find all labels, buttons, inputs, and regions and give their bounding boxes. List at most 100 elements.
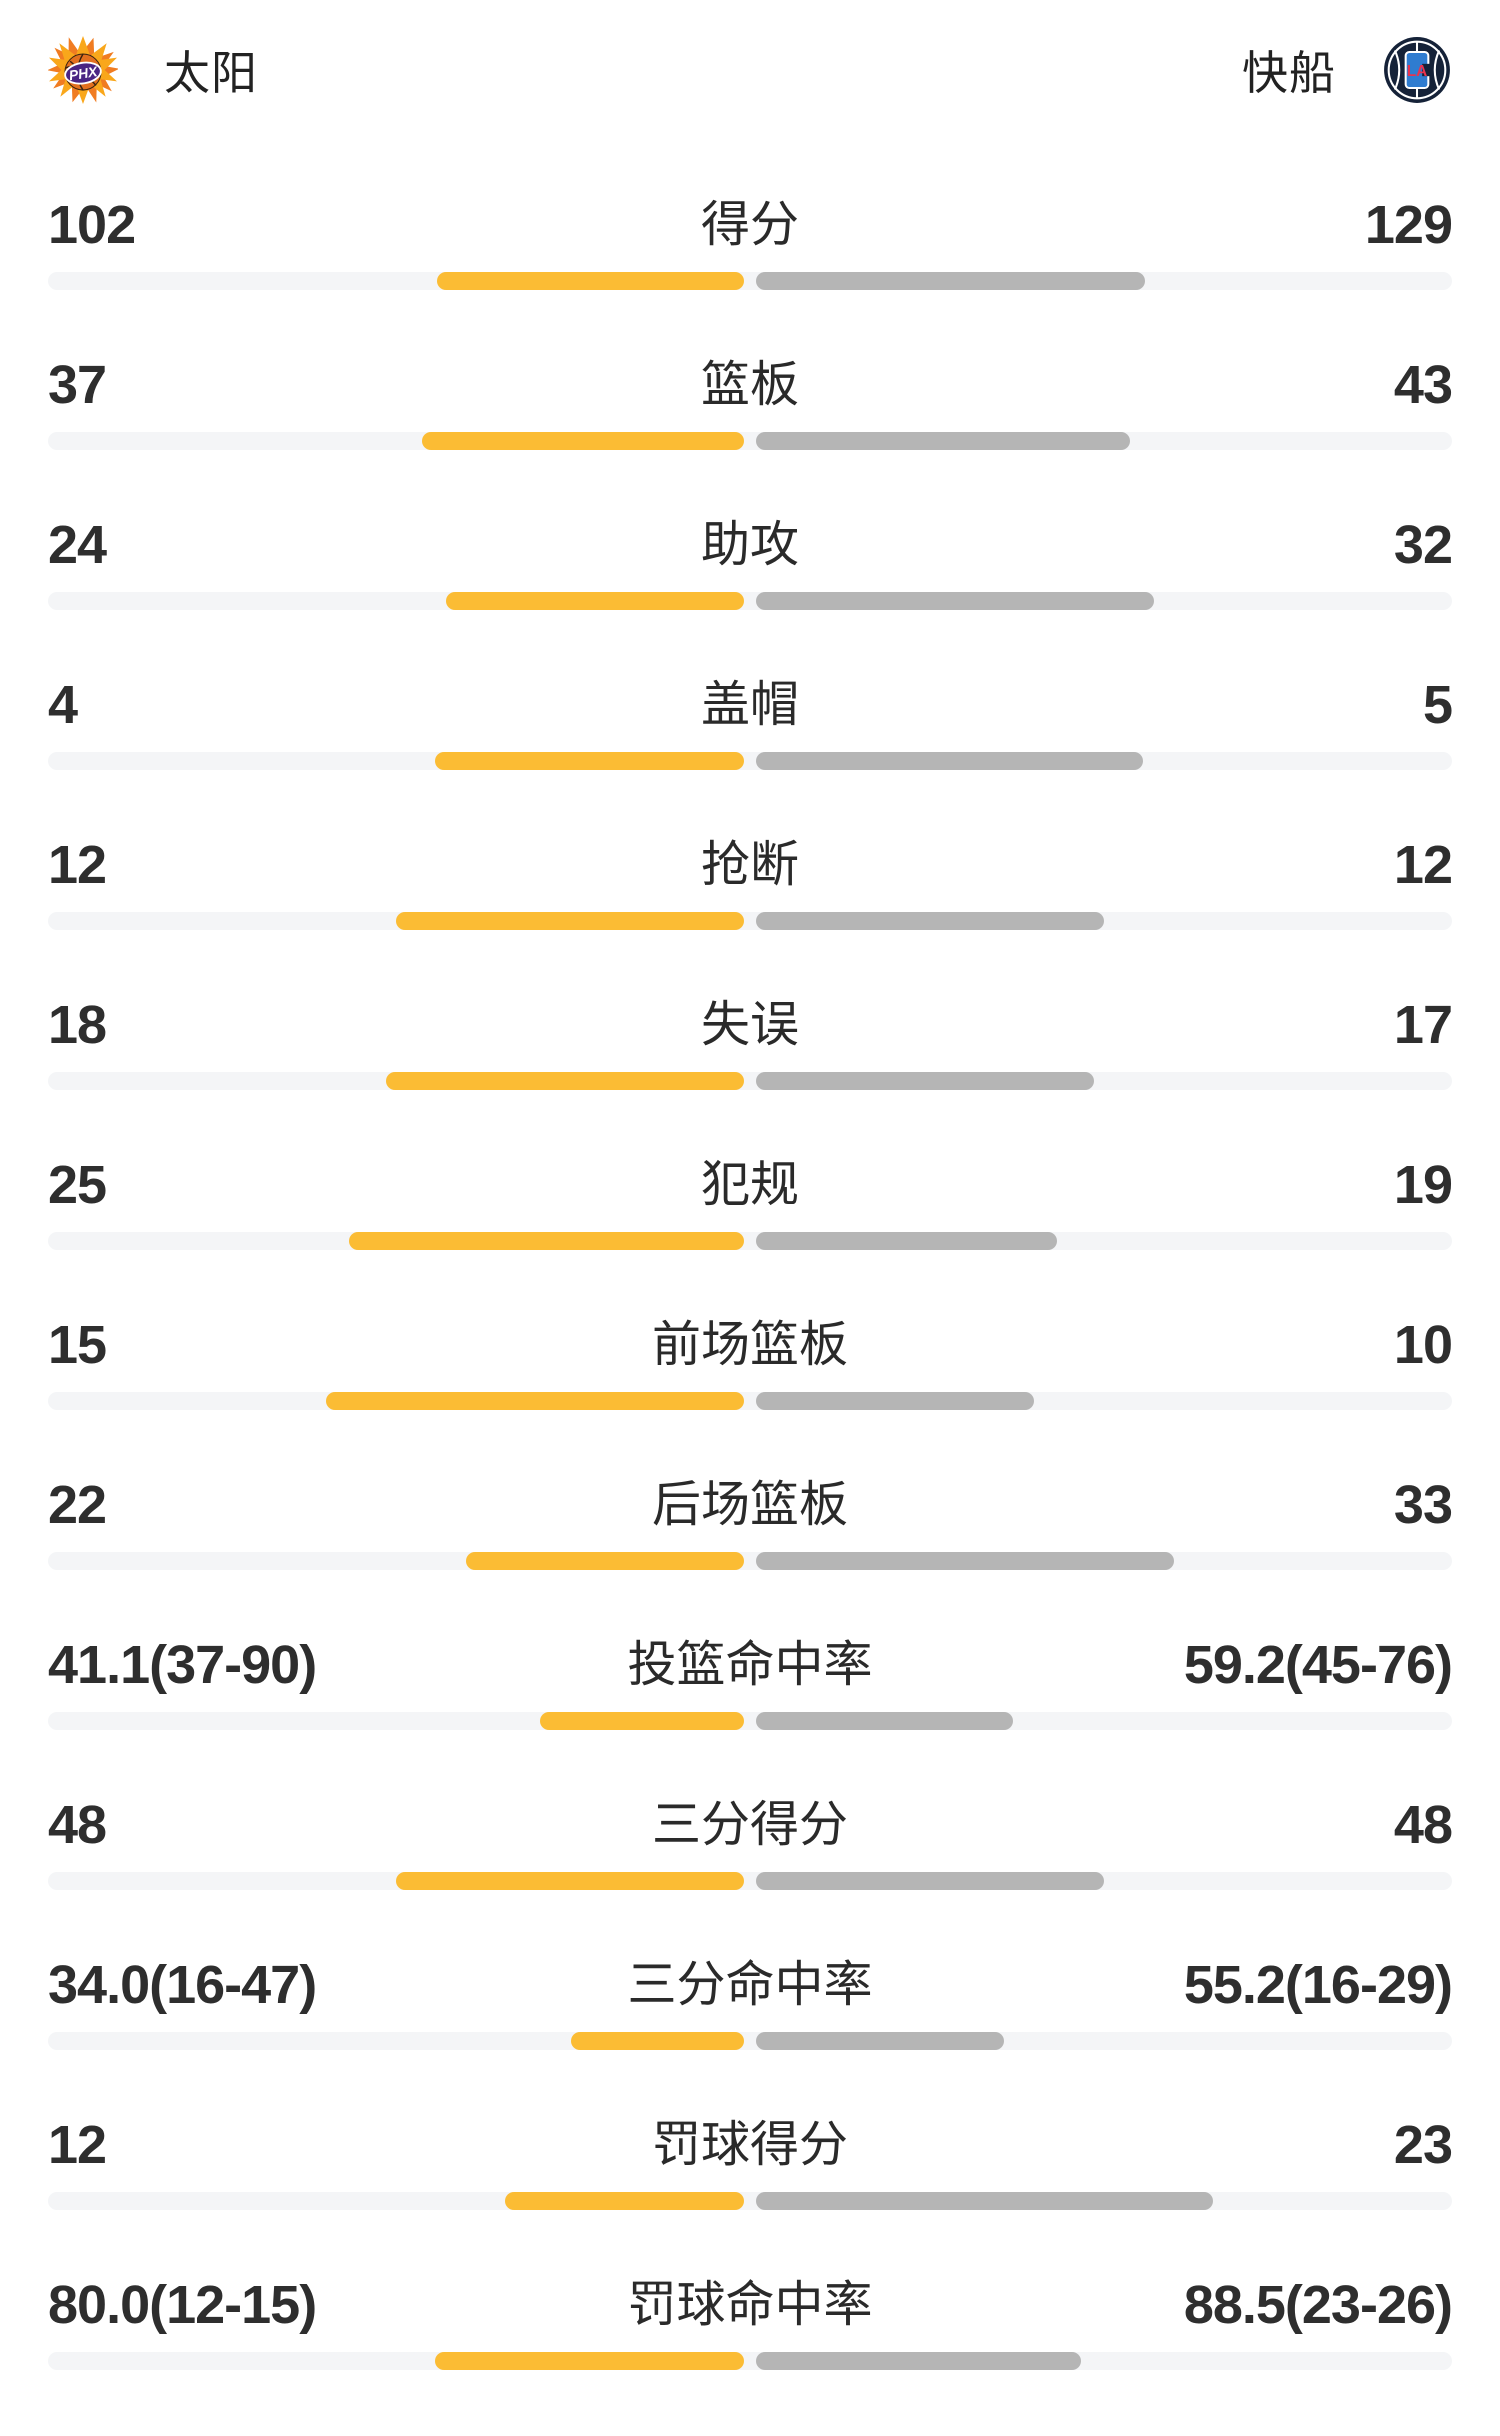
stat-bar-left <box>571 2032 744 2050</box>
stat-label: 罚球得分 <box>651 2117 849 2172</box>
stat-value-left: 15 <box>48 1315 107 1375</box>
stat-row: 4 盖帽 5 <box>48 675 1453 836</box>
stat-bar-track <box>48 1552 1452 1570</box>
stat-label: 三分得分 <box>651 1797 849 1852</box>
stat-row: 18 失误 17 <box>48 995 1453 1156</box>
stat-value-left: 18 <box>48 995 107 1055</box>
stat-bar-left <box>446 592 744 610</box>
stat-bar-left <box>435 2352 744 2370</box>
stat-bar-right <box>756 2192 1213 2210</box>
stat-value-left: 41.1(37-90) <box>48 1635 317 1695</box>
stats-list: 102 得分 129 37 篮板 43 24 助攻 <box>0 196 1500 2436</box>
stat-value-right: 17 <box>1393 995 1453 1055</box>
stat-bar-right <box>756 1712 1013 1730</box>
stat-row: 37 篮板 43 <box>48 356 1453 516</box>
stat-bar-track <box>48 1392 1452 1410</box>
stat-value-right: 48 <box>1393 1795 1453 1855</box>
stat-value-left: 12 <box>48 2115 107 2175</box>
stat-label: 罚球命中率 <box>627 2277 873 2332</box>
stat-values-line: 12 抢断 12 <box>48 835 1453 895</box>
stat-bar-right <box>756 1232 1057 1250</box>
stat-bar-left <box>396 1872 744 1890</box>
stat-bar-right <box>756 272 1145 290</box>
stat-bar-right <box>756 912 1104 930</box>
stat-values-line: 18 失误 17 <box>48 995 1453 1055</box>
stat-row: 22 后场篮板 33 <box>48 1475 1453 1636</box>
stat-value-right: 5 <box>1422 675 1453 735</box>
stat-row: 15 前场篮板 10 <box>48 1315 1453 1476</box>
team-left[interactable]: PHX 太阳 <box>48 35 258 105</box>
stat-row: 48 三分得分 48 <box>48 1795 1453 1956</box>
stat-row: 34.0(16-47) 三分命中率 55.2(16-29) <box>48 1956 1453 2116</box>
stat-bar-left <box>349 1232 744 1250</box>
stat-value-right: 19 <box>1393 1155 1453 1215</box>
stat-row: 80.0(12-15) 罚球命中率 88.5(23-26) <box>48 2275 1453 2436</box>
stat-bar-right <box>756 2352 1081 2370</box>
stat-value-left: 24 <box>48 515 107 575</box>
stat-bar-right <box>756 752 1143 770</box>
stat-bar-track <box>48 912 1452 930</box>
stat-bar-left <box>422 432 744 450</box>
stat-value-left: 80.0(12-15) <box>48 2275 317 2335</box>
stat-value-right: 32 <box>1393 515 1453 575</box>
stat-bar-track <box>48 1872 1452 1890</box>
team-right-name: 快船 <box>1242 47 1336 99</box>
team-right[interactable]: 快船 LA <box>1242 35 1452 105</box>
stat-values-line: 80.0(12-15) 罚球命中率 88.5(23-26) <box>48 2275 1453 2335</box>
stat-values-line: 4 盖帽 5 <box>48 675 1453 735</box>
stat-value-right: 33 <box>1393 1475 1453 1535</box>
team-left-name: 太阳 <box>164 47 258 99</box>
stat-row: 12 罚球得分 23 <box>48 2115 1453 2276</box>
stat-label: 投篮命中率 <box>627 1637 873 1692</box>
stat-label: 后场篮板 <box>651 1477 849 1532</box>
stat-bar-right <box>756 1392 1034 1410</box>
stat-value-left: 25 <box>48 1155 107 1215</box>
stat-value-right: 129 <box>1364 195 1453 255</box>
stat-value-right: 88.5(23-26) <box>1183 2275 1453 2335</box>
stat-label: 抢断 <box>700 837 800 892</box>
stat-values-line: 102 得分 129 <box>48 195 1453 255</box>
stat-bar-track <box>48 2032 1452 2050</box>
stat-bar-track <box>48 432 1452 450</box>
stat-label: 得分 <box>700 197 800 252</box>
stat-values-line: 34.0(16-47) 三分命中率 55.2(16-29) <box>48 1956 1453 2014</box>
stat-value-left: 4 <box>48 675 78 735</box>
stat-values-line: 24 助攻 32 <box>48 515 1453 575</box>
stat-bar-track <box>48 752 1452 770</box>
stat-bar-right <box>756 1072 1094 1090</box>
stat-row: 24 助攻 32 <box>48 515 1453 676</box>
stat-value-left: 48 <box>48 1795 107 1855</box>
stat-values-line: 22 后场篮板 33 <box>48 1475 1453 1535</box>
stat-bar-right <box>756 1872 1104 1890</box>
stat-values-line: 37 篮板 43 <box>48 356 1453 414</box>
stat-bar-track <box>48 2352 1452 2370</box>
stat-value-right: 23 <box>1393 2115 1453 2175</box>
stat-row: 25 犯规 19 <box>48 1155 1453 1316</box>
stat-bar-track <box>48 592 1452 610</box>
stat-bar-left <box>435 752 744 770</box>
stat-bar-left <box>505 2192 744 2210</box>
stat-value-right: 12 <box>1393 835 1453 895</box>
svg-text:PHX: PHX <box>68 63 99 83</box>
stat-bar-right <box>756 1552 1174 1570</box>
stat-label: 前场篮板 <box>651 1317 849 1372</box>
stat-label: 篮板 <box>700 357 800 412</box>
stat-row: 102 得分 129 <box>48 195 1453 356</box>
stat-value-right: 59.2(45-76) <box>1183 1635 1453 1695</box>
stat-bar-track <box>48 1712 1452 1730</box>
stat-label: 盖帽 <box>700 677 800 732</box>
stat-values-line: 15 前场篮板 10 <box>48 1315 1453 1375</box>
stat-bar-left <box>540 1712 744 1730</box>
stat-value-left: 102 <box>48 195 136 255</box>
svg-text:LA: LA <box>1407 63 1428 80</box>
stat-bar-right <box>756 592 1154 610</box>
stat-label: 犯规 <box>700 1157 800 1212</box>
stat-row: 12 抢断 12 <box>48 835 1453 996</box>
stat-values-line: 25 犯规 19 <box>48 1155 1453 1215</box>
stat-bar-track <box>48 1072 1452 1090</box>
stat-value-left: 22 <box>48 1475 107 1535</box>
header: PHX 太阳 快船 LA <box>0 0 1500 106</box>
stat-label: 失误 <box>700 997 800 1052</box>
stat-bar-left <box>466 1552 744 1570</box>
